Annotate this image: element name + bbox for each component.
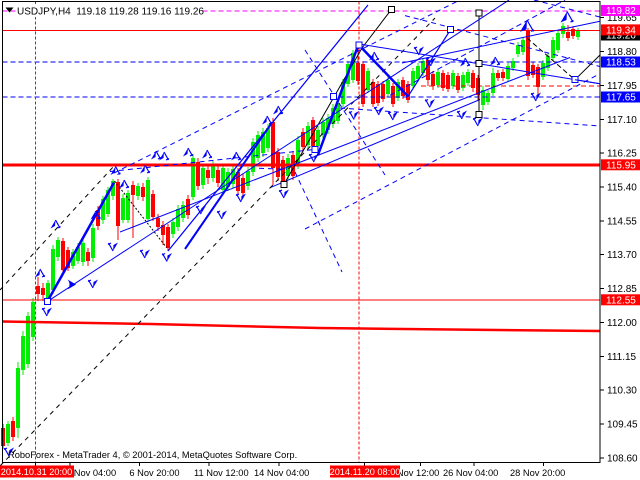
svg-text:117.95: 117.95	[607, 81, 637, 92]
svg-text:113.70: 113.70	[607, 250, 637, 261]
svg-text:112.00: 112.00	[607, 318, 637, 329]
svg-text:111.15: 111.15	[607, 352, 637, 363]
svg-text:115.95: 115.95	[606, 161, 636, 172]
svg-text:115.40: 115.40	[607, 183, 637, 194]
svg-text:2014.11.20 08:00: 2014.11.20 08:00	[330, 467, 401, 477]
svg-text:119.65: 119.65	[607, 13, 637, 24]
svg-text:108.60: 108.60	[607, 453, 638, 464]
svg-text:RoboForex - MetaTrader 4, © 20: RoboForex - MetaTrader 4, © 2001-2014, M…	[8, 450, 297, 460]
svg-text:110.30: 110.30	[607, 386, 637, 397]
svg-text:116.25: 116.25	[607, 149, 637, 160]
svg-text:28 Nov 20:00: 28 Nov 20:00	[510, 468, 565, 478]
svg-text:118.53: 118.53	[606, 58, 636, 69]
svg-text:112.85: 112.85	[607, 284, 637, 295]
svg-text:11 Nov 12:00: 11 Nov 12:00	[194, 468, 249, 478]
svg-text:118.80: 118.80	[607, 47, 637, 58]
svg-text:6 Nov 20:00: 6 Nov 20:00	[129, 468, 179, 478]
svg-text:24 Nov 12:00: 24 Nov 12:00	[384, 468, 439, 478]
svg-text:4 Nov 04:00: 4 Nov 04:00	[66, 468, 116, 478]
svg-text:109.45: 109.45	[607, 420, 638, 431]
svg-text:14 Nov 04:00: 14 Nov 04:00	[254, 468, 309, 478]
svg-text:117.10: 117.10	[607, 115, 637, 126]
svg-text:26 Nov 04:00: 26 Nov 04:00	[443, 468, 498, 478]
svg-text:119.82: 119.82	[606, 6, 636, 17]
svg-text:119.34: 119.34	[606, 26, 636, 37]
svg-text:2014.10.31 20:00: 2014.10.31 20:00	[1, 467, 73, 477]
svg-text:USDJPY,H4 119.18 119.28 119.1: USDJPY,H4 119.18 119.28 119.16 119.26	[17, 7, 204, 18]
svg-text:119.26: 119.26	[606, 31, 636, 42]
svg-text:114.55: 114.55	[607, 216, 637, 227]
svg-text:117.65: 117.65	[606, 93, 636, 104]
svg-text:112.55: 112.55	[606, 296, 636, 307]
